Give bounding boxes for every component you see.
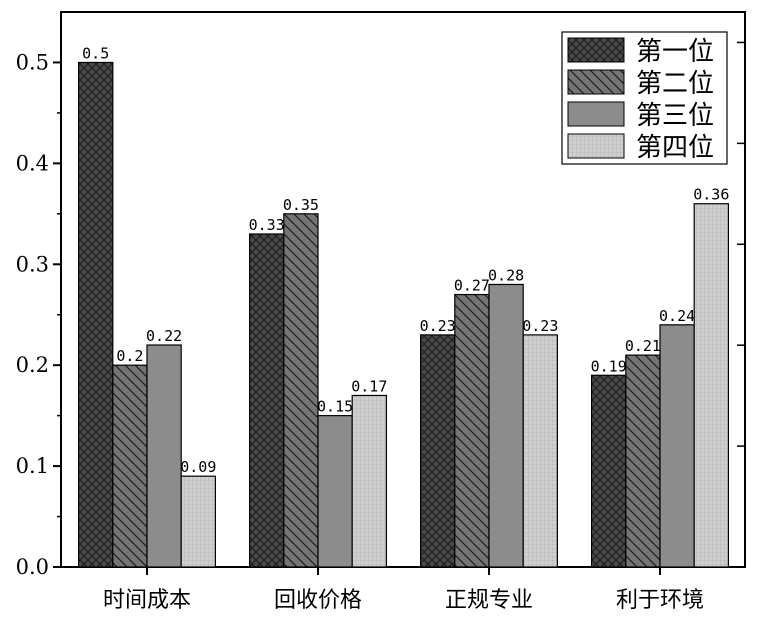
data-label: 0.23 xyxy=(522,317,558,335)
data-label: 0.35 xyxy=(283,196,319,214)
bar xyxy=(625,354,661,568)
data-label: 0.36 xyxy=(693,186,729,204)
x-axis-categories: 时间成本 回收价格 正规专业 利于环境 xyxy=(103,567,704,613)
legend-swatch xyxy=(567,101,625,127)
legend-swatch xyxy=(567,133,625,159)
plot-frame xyxy=(60,11,746,568)
data-label: 0.23 xyxy=(420,317,456,335)
data-label: 0.22 xyxy=(146,327,182,345)
data-label: 0.2 xyxy=(116,347,143,365)
bar xyxy=(146,344,182,568)
data-labels: 0.50.20.220.090.330.350.150.170.230.270.… xyxy=(82,44,729,476)
data-label: 0.15 xyxy=(317,398,353,416)
bar xyxy=(693,203,730,568)
bars xyxy=(77,61,730,568)
data-label: 0.17 xyxy=(351,377,387,395)
legend-label: 第三位 xyxy=(636,101,714,131)
bar xyxy=(420,334,456,568)
data-label: 0.33 xyxy=(249,216,285,234)
bar xyxy=(488,283,524,568)
data-label: 0.24 xyxy=(659,307,695,325)
data-label: 0.27 xyxy=(454,277,490,295)
bar xyxy=(112,364,148,568)
legend-label: 第二位 xyxy=(636,69,714,99)
bar xyxy=(77,61,114,568)
bar xyxy=(180,475,216,568)
bar xyxy=(454,293,490,568)
legend-swatch xyxy=(567,37,625,63)
data-label: 0.28 xyxy=(488,266,524,284)
bar xyxy=(351,394,388,568)
bar xyxy=(283,213,319,568)
data-label: 0.21 xyxy=(625,337,661,355)
y-tick-label: 0.0 xyxy=(16,555,49,579)
bar xyxy=(590,374,627,568)
bar xyxy=(317,415,353,568)
data-label: 0.5 xyxy=(82,44,109,62)
y-tick-label: 0.1 xyxy=(16,454,49,478)
data-label: 0.09 xyxy=(180,458,216,476)
x-category-label: 回收价格 xyxy=(274,588,362,613)
legend-label: 第一位 xyxy=(636,37,714,67)
y-tick-label: 0.2 xyxy=(16,353,49,377)
bar xyxy=(249,233,285,568)
data-label: 0.19 xyxy=(591,357,627,375)
x-category-label: 时间成本 xyxy=(103,588,191,613)
y-tick-label: 0.5 xyxy=(16,50,49,74)
bar xyxy=(659,324,695,568)
y-tick-label: 0.3 xyxy=(16,252,49,276)
legend-label: 第四位 xyxy=(636,133,714,163)
x-category-label: 利于环境 xyxy=(616,588,704,613)
bar xyxy=(522,334,559,568)
y-axis-ticks: 0.0 0.1 0.2 0.3 0.4 0.5 xyxy=(16,41,745,579)
y-tick-label: 0.4 xyxy=(16,151,49,175)
x-category-label: 正规专业 xyxy=(445,588,533,613)
axes xyxy=(60,11,746,568)
legend-swatch xyxy=(567,69,625,95)
